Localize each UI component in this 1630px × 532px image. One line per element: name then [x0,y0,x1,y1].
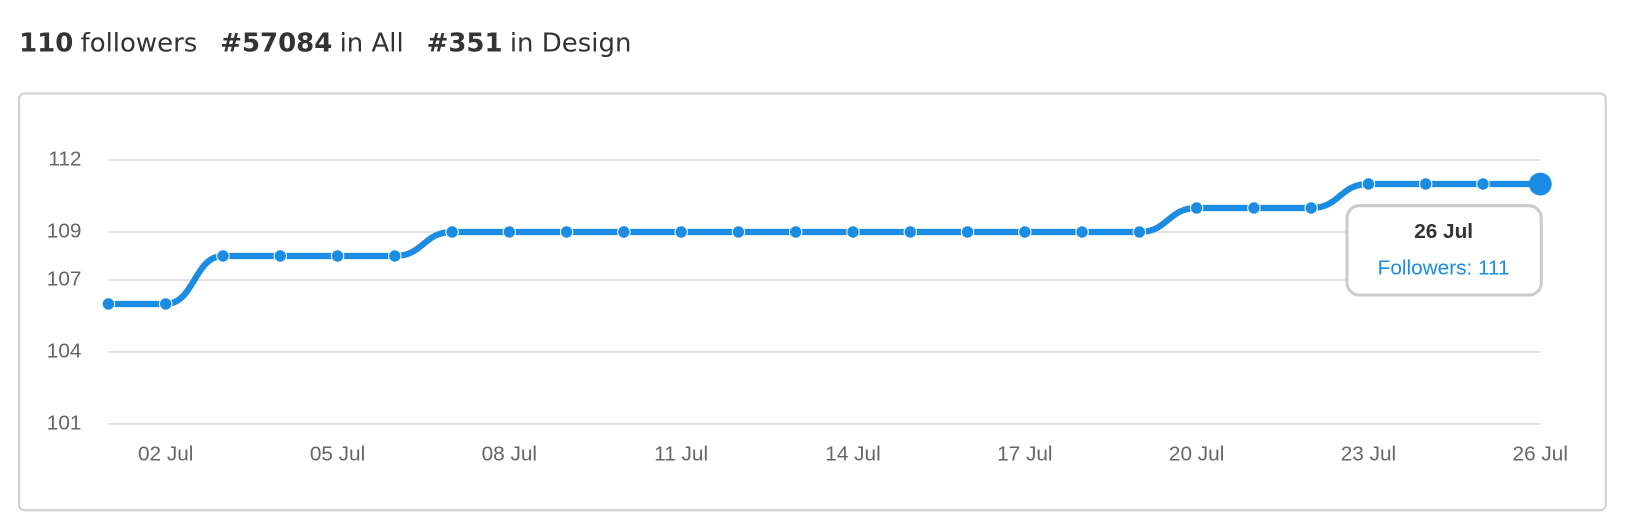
data-point [273,249,288,263]
tooltip-text: Followers: 111 [1378,257,1510,280]
data-point [330,249,345,263]
data-point [674,225,688,239]
stat-label: followers [81,28,198,58]
y-tick-label: 101 [47,411,82,434]
y-tick-label: 112 [48,148,81,171]
data-point [960,225,975,239]
y-tick-label: 109 [47,219,82,242]
data-point [617,225,631,239]
stat-value: #351 [427,28,503,58]
data-point [559,225,574,239]
stat-value: #57084 [220,28,332,58]
data-point [502,225,517,239]
data-point [158,297,173,311]
tooltip-box [1345,204,1543,297]
data-point [788,225,803,239]
stat-label: in All [340,28,404,58]
x-tick-label: 02 Jul [138,443,193,466]
data-point [1418,177,1433,191]
tooltip: 26 Jul Followers: 111 [1345,204,1543,297]
data-point [731,225,746,239]
y-tick-label: 107 [47,267,82,290]
data-point [1018,225,1032,239]
data-point [1075,225,1089,239]
data-point [1528,172,1552,196]
x-tick-label: 11 Jul [654,443,708,466]
y-tick-label: 104 [47,339,82,362]
plot: 101 104 107 109 112 02 Jul 05 Jul 08 Jul 11 Jul 1… [47,148,1568,466]
data-point [1247,201,1261,215]
stat-value: 110 [19,28,73,58]
x-tick-label: 23 Jul [1341,443,1396,466]
data-point [1476,177,1490,191]
data-point [445,225,459,239]
x-tick-label: 14 Jul [825,443,880,466]
tooltip-title: 26 Jul [1414,220,1473,243]
x-tick-label: 05 Jul [310,443,365,466]
x-tick-label: 26 Jul [1513,443,1568,466]
data-point [903,225,918,239]
x-tick-label: 20 Jul [1169,443,1224,466]
chart-panel [18,92,1607,512]
data-point [216,249,230,263]
data-point [1304,201,1318,215]
header-stats: 110 followers #57084 in All #351 in Design [19,28,631,58]
x-tick-label: 08 Jul [482,443,537,466]
data-point [388,249,402,263]
stat-label: in Design [510,28,632,58]
x-tick-label: 17 Jul [997,443,1052,466]
data-point [1361,177,1376,191]
data-point [101,297,116,311]
data-point [1132,225,1147,239]
data-point [1189,201,1204,215]
data-point [846,225,860,239]
